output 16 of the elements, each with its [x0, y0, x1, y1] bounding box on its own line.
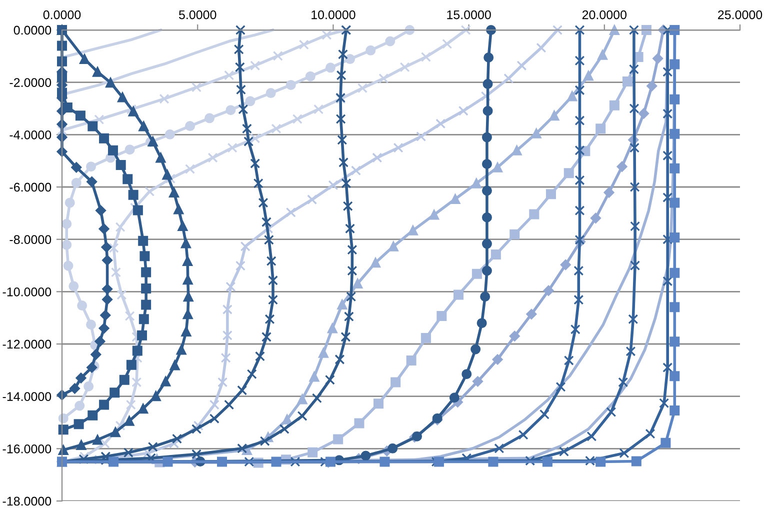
- x-tick-label: 5.0000: [178, 10, 216, 20]
- x-tick-label: 0.0000: [43, 10, 81, 20]
- y-tick-label: -6.0000: [10, 182, 52, 192]
- y-tick-label: -10.0000: [2, 287, 52, 296]
- y-tick-label: -4.0000: [10, 130, 52, 140]
- y-tick-label: -12.0000: [2, 340, 52, 349]
- x-tick-label: 15.0000: [447, 10, 491, 20]
- y-tick-label: -8.0000: [10, 235, 52, 244]
- y-tick-label: -2.0000: [10, 78, 52, 87]
- x-tick-label: 20.0000: [582, 10, 627, 20]
- y-tick-label: -14.0000: [2, 392, 52, 401]
- y-tick-label: -16.0000: [2, 444, 52, 454]
- y-tick-label: -18.0000: [2, 496, 52, 506]
- x-tick-label: 25.0000: [718, 10, 762, 20]
- x-tick-label: 10.0000: [312, 10, 356, 20]
- y-tick-label: 0.0000: [14, 26, 52, 35]
